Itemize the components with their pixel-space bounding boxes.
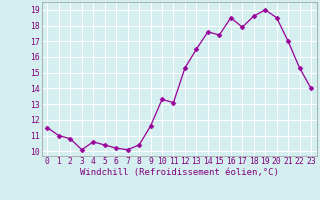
X-axis label: Windchill (Refroidissement éolien,°C): Windchill (Refroidissement éolien,°C) bbox=[80, 168, 279, 177]
